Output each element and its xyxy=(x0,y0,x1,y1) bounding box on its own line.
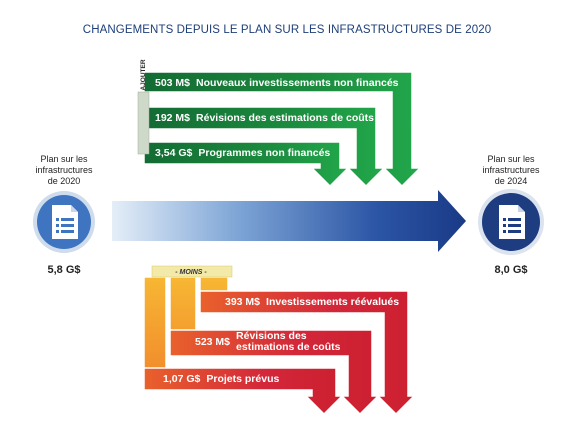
addition-arrow-2 xyxy=(143,106,386,188)
addition-item-3-label: Programmes non financés xyxy=(198,147,331,159)
main-blue-arrow xyxy=(112,190,466,252)
additions-tag-strip xyxy=(137,91,150,155)
subtraction-item-3-amount: 1,07 G$ xyxy=(163,373,201,385)
subtraction-item-2-label: Révisions des estimations de coûts xyxy=(236,331,340,353)
addition-item-1-amount: 503 M$ xyxy=(155,77,191,89)
addition-item-1-label: Nouveaux investissements non financés xyxy=(196,77,399,89)
right-doc-value: 8,0 G$ xyxy=(494,264,528,276)
subtraction-item-2-amount: 523 M$ xyxy=(195,335,231,348)
addition-item-3-amount: 3,54 G$ xyxy=(155,147,193,159)
subtraction-item-2-label-line1: Révisions des xyxy=(236,330,307,342)
subtraction-item-1-label: Investissements réévalués xyxy=(266,296,400,308)
right-document-icon xyxy=(478,189,544,255)
page-title: CHANGEMENTS DEPUIS LE PLAN SUR LES INFRA… xyxy=(82,24,492,36)
right-doc-label-line2: infrastructures xyxy=(482,165,540,175)
left-doc-label-line3: de 2020 xyxy=(47,176,81,186)
additions-tag: AJOUTER xyxy=(140,59,147,91)
addition-item-1: 503 M$ Nouveaux investissements non finan… xyxy=(155,77,399,89)
left-doc-label: Plan sur les infrastructures de 2020 xyxy=(14,154,114,187)
addition-arrow-3 xyxy=(143,141,350,188)
addition-item-3: 3,54 G$ Programmes non financés xyxy=(155,147,330,159)
subtraction-item-1: 393 M$ Investissements réévalués xyxy=(225,297,399,308)
subtraction-arrow-3 xyxy=(143,276,344,416)
right-doc-label: Plan sur les infrastructures de 2024 xyxy=(461,154,561,187)
subtraction-arrow-2 xyxy=(169,276,380,416)
left-doc-label-line1: Plan sur les xyxy=(40,154,88,164)
left-doc-value: 5,8 G$ xyxy=(47,264,81,276)
right-doc-label-line3: de 2024 xyxy=(494,176,528,186)
subtraction-item-1-amount: 393 M$ xyxy=(225,296,261,308)
subtraction-item-2: 523 M$ Révisions des estimations de coûts xyxy=(195,331,340,353)
subtraction-item-2-label-line2: estimations de coûts xyxy=(236,341,341,353)
left-document-icon xyxy=(33,191,95,253)
addition-item-2-amount: 192 M$ xyxy=(155,112,191,124)
subtractions-tag-strip xyxy=(151,265,233,278)
subtraction-arrow-1 xyxy=(199,276,416,416)
left-doc-label-line2: infrastructures xyxy=(35,165,93,175)
addition-item-2-label: Révisions des estimations de coûts xyxy=(196,112,375,124)
subtraction-item-3: 1,07 G$ Projets prévus xyxy=(163,374,279,385)
subtraction-item-3-label: Projets prévus xyxy=(206,373,280,385)
addition-item-2: 192 M$ Révisions des estimations de coûts xyxy=(155,112,374,124)
addition-arrow-1 xyxy=(143,71,422,188)
right-doc-label-line1: Plan sur les xyxy=(487,154,535,164)
subtractions-tag: - MOINS - xyxy=(175,269,207,276)
